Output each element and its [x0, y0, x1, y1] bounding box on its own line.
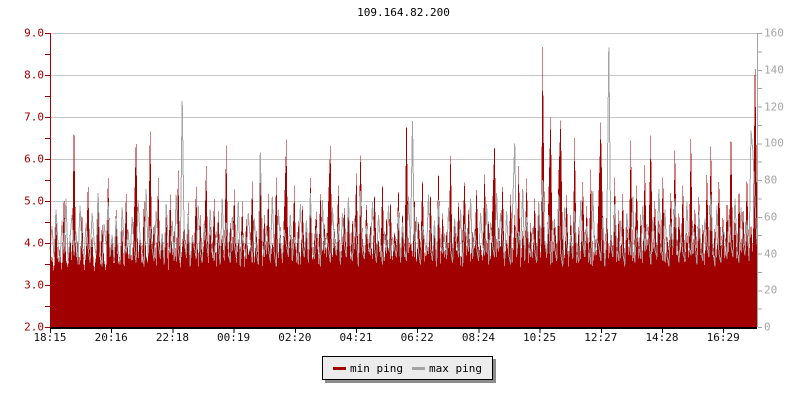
- right-axis-label: 60: [764, 210, 778, 224]
- left-axis-label: 7.0: [24, 110, 44, 124]
- x-axis-label: 00:19: [217, 331, 251, 344]
- left-axis-label: 4.0: [24, 236, 44, 250]
- x-axis-label: 12:27: [584, 331, 618, 344]
- max-ping-swatch-icon: [411, 366, 425, 370]
- x-axis-label: 06:22: [400, 331, 434, 344]
- right-axis-label: 120: [764, 100, 784, 113]
- left-axis-label: 9.0: [24, 26, 44, 40]
- chart-title: 109.164.82.200: [357, 6, 450, 19]
- x-axis-label: 16:29: [706, 331, 740, 344]
- x-axis-label: 20:16: [94, 331, 128, 344]
- legend-label-max-ping: max ping: [428, 361, 482, 375]
- legend-item-max-ping: max ping: [411, 361, 482, 375]
- legend-label-min-ping: min ping: [350, 361, 403, 375]
- right-axis-label: 20: [764, 283, 778, 297]
- right-axis-label: 160: [764, 26, 784, 40]
- left-axis-label: 6.0: [24, 152, 44, 166]
- legend-item-min-ping: min ping: [333, 362, 403, 375]
- right-axis-label: 100: [764, 136, 784, 150]
- left-axis-label: 2.0: [24, 320, 44, 334]
- min-ping-swatch-icon: [333, 366, 346, 370]
- right-axis-label: 0: [764, 320, 771, 334]
- max-ping-line: [49, 47, 758, 267]
- left-axis-label: 5.0: [24, 194, 44, 208]
- legend: min ping max ping: [322, 356, 493, 380]
- x-axis-label: 10:25: [523, 331, 557, 344]
- right-axis-label: 140: [764, 63, 784, 77]
- x-axis-label: 08:24: [461, 331, 495, 344]
- x-axis-label: 22:18: [155, 331, 189, 344]
- x-axis-label: 02:20: [278, 331, 312, 344]
- x-axis-label: 18:15: [33, 331, 67, 344]
- min-ping-area: [50, 41, 757, 328]
- left-axis-label: 8.0: [24, 68, 44, 82]
- right-axis-label: 40: [764, 247, 778, 260]
- x-axis-label: 14:28: [645, 331, 679, 344]
- x-axis-label: 04:21: [339, 331, 373, 344]
- left-axis-label: 3.0: [24, 278, 44, 292]
- right-axis-label: 80: [764, 173, 778, 187]
